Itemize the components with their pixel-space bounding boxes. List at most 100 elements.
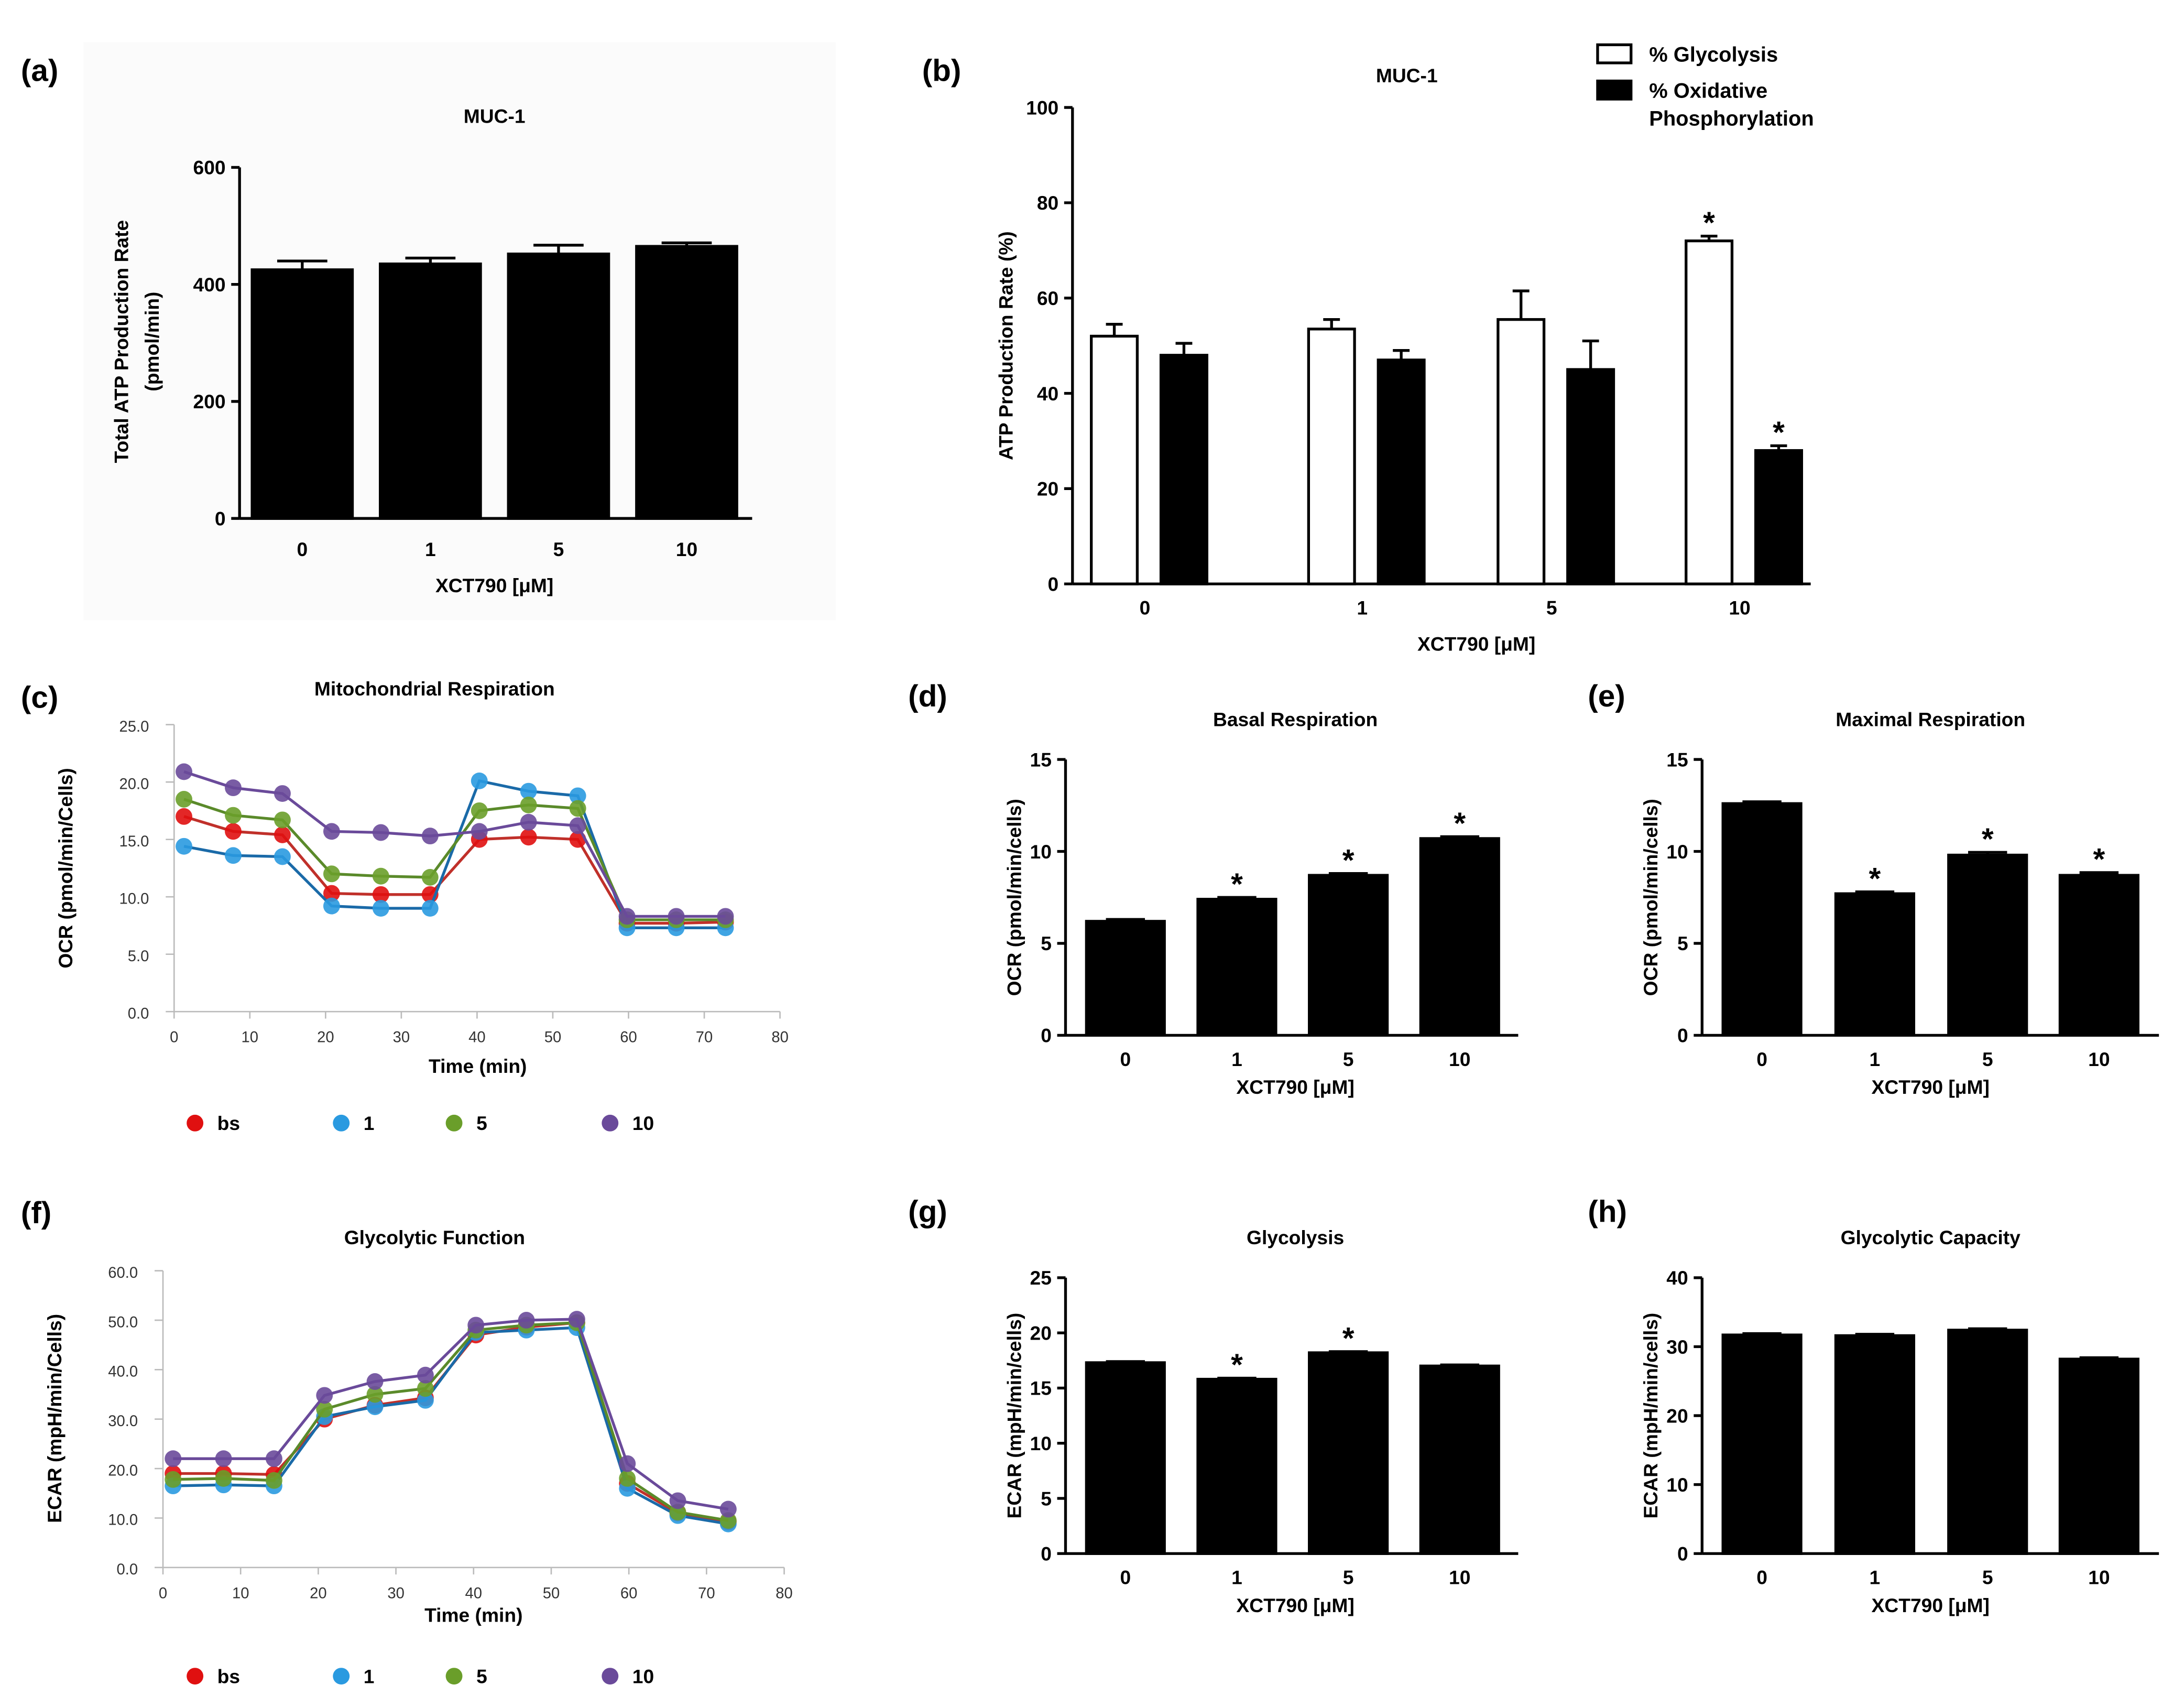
panel-a-x-tick-label: 10 (676, 538, 697, 560)
panel-f-y-tick-label: 0.0 (117, 1561, 138, 1578)
panel-c-data-point (323, 865, 340, 883)
panel-f-data-point (619, 1455, 636, 1472)
panel-c-legend-marker (602, 1114, 619, 1132)
panel-e-y-tick-label: 5 (1677, 932, 1688, 954)
panel-f-data-point (215, 1450, 232, 1467)
panel-f-title: Glycolytic Function (344, 1226, 525, 1248)
panel-a-y-axis-label: (pmol/min) (141, 292, 163, 392)
panel-f-y-tick-label: 20.0 (108, 1462, 138, 1479)
panel-f-legend-label: 1 (364, 1665, 375, 1687)
panel-c-y-tick-label: 20.0 (119, 776, 149, 792)
panel-f-x-tick-label: 0 (159, 1585, 167, 1602)
panel-b-x-tick-label: 1 (1357, 597, 1368, 619)
panel-d-significance-star: * (1231, 867, 1243, 901)
panel-c-data-point (372, 900, 389, 917)
panel-b-bar (1754, 449, 1803, 585)
panel-c-data-point (471, 823, 488, 840)
panel-c-data-point (372, 886, 389, 903)
panel-c-y-tick-label: 10.0 (119, 890, 149, 907)
panel-c-data-point (225, 807, 242, 824)
panel-c-data-point (421, 900, 439, 917)
panel-f-data-point (366, 1373, 384, 1390)
panel-d-y-tick-label: 10 (1030, 841, 1052, 863)
panel-b-y-axis-label: ATP Production Rate (%) (995, 231, 1017, 460)
panel-d-bar (1419, 837, 1500, 1037)
panel-f-data-point (265, 1472, 282, 1489)
panel-d-bar (1196, 898, 1277, 1037)
panel-b-y-tick-label: 80 (1037, 192, 1058, 214)
panel-b-legend-label: % Glycolysis (1649, 43, 1778, 66)
panel-c-data-point (569, 800, 586, 817)
panel-h-x-tick-label: 5 (1982, 1567, 1993, 1589)
panel-f-x-tick-label: 20 (310, 1585, 327, 1602)
panel-c-data-point (323, 897, 340, 915)
panel-g-x-tick-label: 1 (1231, 1567, 1242, 1589)
panel-c-x-tick-label: 20 (317, 1029, 334, 1046)
panel-c-data-point (520, 813, 537, 831)
panel-c-x-tick-label: 10 (242, 1029, 259, 1046)
panel-b-y-tick-label: 100 (1026, 96, 1058, 118)
panel-e-significance-star: * (2093, 843, 2105, 877)
panel-c-data-point (225, 823, 242, 840)
panel-e-significance-star: * (1869, 862, 1881, 896)
panel-f-data-point (316, 1400, 333, 1418)
panel-f-series-line-10 (173, 1318, 729, 1511)
panel-c-x-tick-label: 80 (771, 1029, 789, 1046)
panel-a-x-tick-label: 5 (553, 538, 564, 560)
panel-b-y-tick-label: 0 (1048, 573, 1059, 595)
panel-g-y-tick-label: 15 (1030, 1377, 1052, 1399)
panel-f-data-point (467, 1317, 485, 1334)
panel-e-bar (1834, 892, 1915, 1037)
panel-d-y-tick-label: 0 (1041, 1025, 1052, 1047)
panel-a-y-tick-label: 400 (193, 274, 226, 296)
panel-c-data-point (274, 848, 291, 865)
panel-c-legend-marker (187, 1114, 204, 1132)
panel-f-y-tick-label: 30.0 (108, 1413, 138, 1430)
panel-f-legend-marker (333, 1668, 350, 1685)
panel-h-bar (1721, 1333, 1803, 1555)
panel-c-data-point (176, 838, 193, 855)
panel-h-x-tick-label: 1 (1870, 1567, 1881, 1589)
panel-a-y-tick-label: 200 (193, 390, 226, 412)
panel-c-label: (c) (21, 681, 58, 715)
panel-b-x-tick-label: 5 (1546, 597, 1557, 619)
panel-h-y-tick-label: 40 (1666, 1267, 1688, 1289)
panel-b-significance-star: * (1703, 206, 1715, 240)
panel-b-bar (1685, 239, 1734, 585)
panel-a-bar (250, 268, 354, 520)
panel-h-x-tick-label: 0 (1756, 1567, 1767, 1589)
panel-b-x-tick-label: 10 (1729, 597, 1750, 619)
panel-e-bar (2058, 874, 2139, 1037)
panel-g-x-tick-label: 5 (1343, 1567, 1354, 1589)
panel-c-x-tick-label: 0 (170, 1029, 178, 1046)
panel-f-data-point (417, 1391, 434, 1409)
panel-g-significance-star: * (1231, 1348, 1243, 1382)
panel-e-y-tick-label: 15 (1666, 748, 1688, 770)
panel-b-significance-star: * (1773, 416, 1785, 450)
panel-f-data-point (417, 1366, 434, 1384)
panel-f-series-line-1 (173, 1326, 729, 1526)
panel-f-x-tick-label: 80 (776, 1585, 793, 1602)
panel-f-data-point (366, 1386, 384, 1403)
panel-b-y-tick-label: 40 (1037, 383, 1058, 405)
panel-c-legend-label: 1 (364, 1112, 375, 1134)
panel-f-x-tick-label: 30 (387, 1585, 405, 1602)
panel-c-data-point (176, 791, 193, 808)
panel-c-data-point (274, 785, 291, 802)
panel-c-data-point (717, 908, 734, 925)
panel-c-data-point (618, 908, 636, 925)
panel-f-data-point (417, 1380, 434, 1397)
panel-b-bar (1566, 368, 1615, 585)
panel-b-legend-swatch (1596, 79, 1633, 101)
panel-c-data-point (569, 787, 586, 804)
panel-b-legend-swatch (1596, 43, 1633, 64)
panel-c-legend-marker (333, 1114, 350, 1132)
panel-h-y-tick-label: 0 (1677, 1543, 1688, 1565)
panel-e-x-tick-label: 5 (1982, 1048, 1993, 1070)
panel-g-bar (1085, 1361, 1166, 1555)
panel-h-bar (1834, 1334, 1915, 1555)
panel-f-legend-marker (602, 1668, 619, 1685)
panel-e-significance-star: * (1982, 822, 1994, 856)
panel-f-data-point (568, 1311, 585, 1328)
